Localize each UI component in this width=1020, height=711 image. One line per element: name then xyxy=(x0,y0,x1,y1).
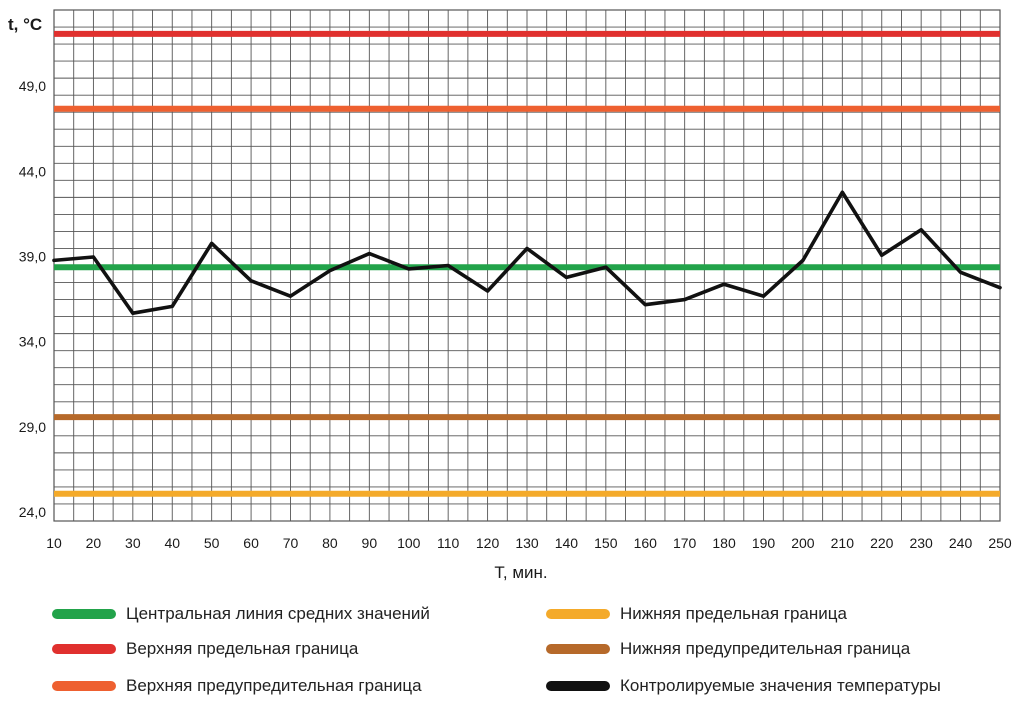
y-tick-label: 24,0 xyxy=(19,504,46,520)
x-tick-label: 230 xyxy=(909,535,933,551)
legend-label: Контролируемые значения температуры xyxy=(620,676,941,695)
x-tick-label: 50 xyxy=(204,535,220,551)
x-tick-label: 60 xyxy=(243,535,259,551)
x-tick-label: 70 xyxy=(283,535,299,551)
y-tick-label: 39,0 xyxy=(19,249,46,265)
x-tick-label: 130 xyxy=(515,535,539,551)
x-tick-label: 220 xyxy=(870,535,894,551)
legend-item-lower-warning-limit: Нижняя предупредительная граница xyxy=(546,637,910,661)
x-axis-title: T, мин. xyxy=(494,563,547,582)
x-tick-label: 10 xyxy=(46,535,62,551)
x-tick-label: 120 xyxy=(476,535,500,551)
legend-item-measured-temperature: Контролируемые значения температуры xyxy=(546,674,941,698)
x-tick-label: 160 xyxy=(634,535,658,551)
x-tick-label: 80 xyxy=(322,535,338,551)
legend-label: Нижняя предупредительная граница xyxy=(620,639,911,658)
control-chart: 10 20 30 40 50 60 70 80 90 100 110 120 130 140 150 160 1… xyxy=(8,9,1012,582)
legend-label: Верхняя предельная граница xyxy=(126,639,359,658)
legend-swatch xyxy=(52,681,116,691)
x-tick-label: 200 xyxy=(791,535,815,551)
x-tick-label: 250 xyxy=(988,535,1012,551)
x-tick-label: 110 xyxy=(437,535,460,551)
legend-label: Нижняя предельная граница xyxy=(620,604,847,623)
x-tick-label: 40 xyxy=(164,535,180,551)
legend-swatch xyxy=(546,609,610,619)
reference-lines xyxy=(54,30,1000,497)
y-tick-label: 49,0 xyxy=(19,78,46,94)
x-tick-label: 240 xyxy=(949,535,973,551)
y-axis-title: t, °C xyxy=(8,15,42,34)
x-tick-label: 180 xyxy=(712,535,736,551)
legend-item-upper-warning-limit: Верхняя предупредительная граница xyxy=(52,674,422,698)
x-tick-label: 150 xyxy=(594,535,618,551)
legend-swatch xyxy=(546,681,610,691)
tick-labels: 10 20 30 40 50 60 70 80 90 100 110 120 130 140 150 160 1… xyxy=(19,78,1012,551)
legend-item-upper-control-limit: Верхняя предельная граница xyxy=(52,637,358,661)
legend-swatch xyxy=(546,644,610,654)
legend-label: Верхняя предупредительная граница xyxy=(126,676,422,695)
legend-item-center-line: Центральная линия средних значений xyxy=(52,602,430,626)
legend-label: Центральная линия средних значений xyxy=(126,604,430,623)
legend-swatch xyxy=(52,609,116,619)
x-tick-label: 90 xyxy=(362,535,378,551)
x-tick-label: 140 xyxy=(555,535,579,551)
y-tick-label: 34,0 xyxy=(19,334,46,350)
legend-item-lower-control-limit: Нижняя предельная граница xyxy=(546,602,847,626)
x-tick-label: 190 xyxy=(752,535,776,551)
series-lines xyxy=(52,190,1002,315)
legend: Центральная линия средних значений Нижня… xyxy=(0,600,1020,711)
series-line xyxy=(52,190,1002,315)
x-tick-label: 30 xyxy=(125,535,141,551)
y-tick-label: 29,0 xyxy=(19,419,46,435)
x-tick-label: 20 xyxy=(86,535,102,551)
x-tick-label: 170 xyxy=(673,535,697,551)
legend-swatch xyxy=(52,644,116,654)
y-tick-label: 44,0 xyxy=(19,163,46,179)
x-tick-label: 100 xyxy=(397,535,421,551)
x-tick-label: 210 xyxy=(831,535,855,551)
